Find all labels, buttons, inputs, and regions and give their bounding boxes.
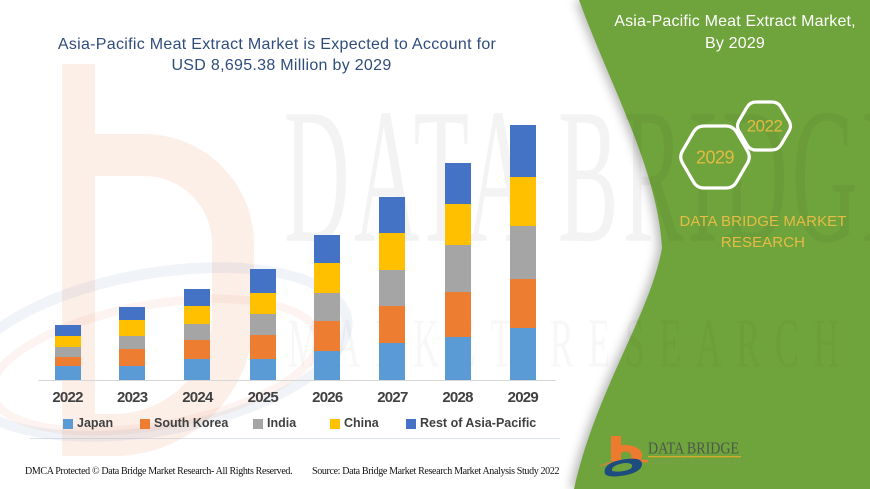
svg-text:DATA BRIDGE: DATA BRIDGE	[648, 438, 739, 457]
svg-text:2029: 2029	[696, 148, 735, 168]
svg-text:MARKET RESEARCH: MARKET RESEARCH	[648, 458, 741, 467]
svg-text:2022: 2022	[747, 117, 783, 136]
